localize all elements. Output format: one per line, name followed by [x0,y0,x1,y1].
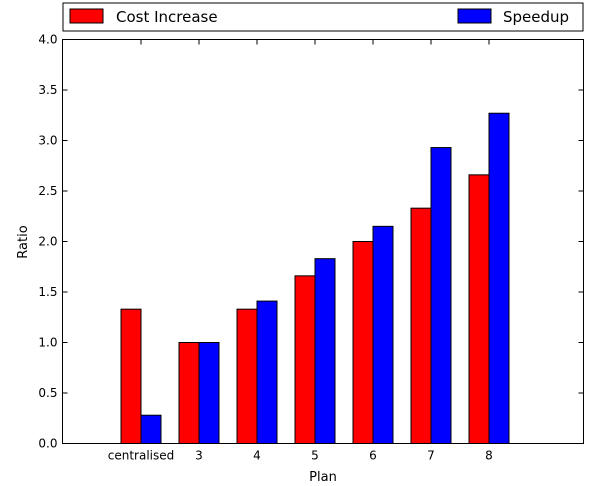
bar-speedup-8 [488,112,510,444]
bar-cost-increase-centralised [120,308,142,445]
legend-swatch-speedup [457,8,492,24]
bar-speedup-6 [372,225,394,444]
bar-speedup-centralised [140,414,162,445]
x-tick-label: 6 [369,449,377,463]
bar-cost-increase-6 [352,241,374,444]
legend-swatch-cost-increase [69,8,104,24]
y-tick-label: 2.0 [38,235,57,249]
x-tick-label: 4 [253,449,261,463]
x-tick-label: 7 [427,449,435,463]
y-tick-label: 0.5 [38,386,57,400]
y-tick-label: 1.5 [38,285,57,299]
plot-area: 0.0 0.5 1.0 1.5 2.0 2.5 3.0 3.5 4.0 centralised 3… [38,33,584,463]
y-tick-label: 3.5 [38,83,57,97]
legend-label-speedup: Speedup [503,8,569,26]
y-tick-label: 4.0 [38,33,57,47]
legend-frame [62,2,584,32]
y-tick-label: 2.5 [38,184,57,198]
bar-speedup-4 [256,300,278,444]
legend: Cost Increase Speedup [62,2,584,32]
y-tick-label: 3.0 [38,134,57,148]
bars [120,112,510,445]
x-tick-label: 3 [195,449,203,463]
y-tick-label: 1.0 [38,336,57,350]
x-axis-label: Plan [309,470,337,485]
bar-cost-increase-4 [236,308,258,445]
x-tick-label: centralised [108,449,175,463]
y-axis-label: Ratio [16,225,31,258]
bar-cost-increase-3 [178,342,200,444]
legend-label-cost-increase: Cost Increase [116,8,218,26]
bar-cost-increase-7 [410,207,432,444]
x-tick-label: 5 [311,449,319,463]
bar-cost-increase-5 [294,275,316,444]
x-tick-label: 8 [485,449,493,463]
x-axis: centralised 3 4 5 6 7 8 [108,39,493,463]
y-tick-label: 0.0 [38,437,57,451]
bar-speedup-5 [314,258,336,445]
bar-speedup-7 [430,147,452,444]
y-axis: 0.0 0.5 1.0 1.5 2.0 2.5 3.0 3.5 4.0 [38,33,584,451]
bar-speedup-3 [198,342,220,444]
bar-cost-increase-8 [468,174,490,444]
